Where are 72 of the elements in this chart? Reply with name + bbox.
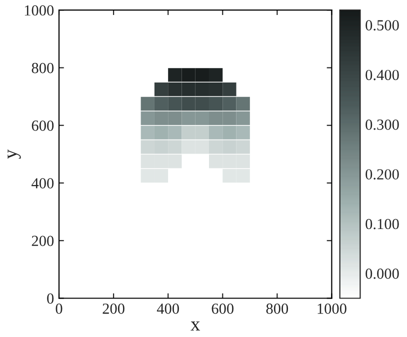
point bbox=[154, 126, 168, 140]
y-tick-label: 800 bbox=[32, 62, 54, 74]
color-bar-label: 0.000 bbox=[366, 268, 399, 279]
point bbox=[140, 140, 154, 154]
point bbox=[208, 140, 223, 154]
point bbox=[236, 168, 250, 183]
point bbox=[154, 96, 168, 111]
point bbox=[222, 111, 236, 125]
point bbox=[195, 96, 209, 111]
color-bar-label: 0.300 bbox=[366, 120, 399, 130]
point bbox=[140, 96, 154, 111]
point bbox=[195, 126, 209, 140]
point bbox=[140, 168, 154, 183]
y-tick-label: 200 bbox=[32, 236, 54, 246]
point bbox=[168, 154, 182, 168]
point bbox=[154, 154, 168, 168]
point bbox=[182, 111, 196, 125]
point bbox=[182, 126, 196, 140]
point bbox=[236, 126, 250, 140]
x-tick-label: 400 bbox=[156, 304, 179, 314]
point bbox=[208, 154, 223, 168]
point bbox=[208, 82, 223, 96]
point bbox=[236, 111, 250, 125]
point bbox=[236, 154, 250, 168]
x-tick-label: 600 bbox=[212, 304, 234, 314]
point bbox=[222, 96, 236, 111]
point bbox=[208, 96, 223, 111]
point bbox=[168, 126, 182, 140]
point bbox=[195, 140, 209, 154]
point bbox=[222, 126, 236, 140]
point bbox=[208, 111, 223, 125]
x-tick-label: 200 bbox=[102, 304, 124, 314]
x-axis-title: x bbox=[190, 322, 200, 330]
point bbox=[208, 68, 223, 82]
y-tick-label: 1000 bbox=[24, 5, 54, 16]
y-tick-label: 400 bbox=[32, 178, 54, 188]
point bbox=[140, 126, 154, 140]
point bbox=[195, 68, 209, 82]
point bbox=[140, 111, 154, 125]
point bbox=[236, 140, 250, 154]
point bbox=[168, 82, 182, 96]
color-bar-label: 0.500 bbox=[366, 20, 399, 31]
point bbox=[236, 96, 250, 111]
point bbox=[195, 111, 209, 125]
color-bar-label: 0.400 bbox=[366, 70, 399, 80]
point bbox=[182, 68, 196, 82]
point bbox=[168, 111, 182, 125]
point bbox=[222, 140, 236, 154]
color-bar-label: 0.100 bbox=[366, 218, 399, 230]
point bbox=[222, 168, 236, 183]
point bbox=[168, 140, 182, 154]
point bbox=[182, 82, 196, 96]
y-axis-title: y bbox=[8, 149, 21, 159]
point bbox=[154, 140, 168, 154]
point bbox=[222, 154, 236, 168]
point bbox=[154, 168, 168, 183]
x-tick-label: 1000 bbox=[318, 304, 346, 314]
color-bar-label: 0.200 bbox=[366, 169, 399, 180]
point bbox=[182, 140, 196, 154]
point bbox=[140, 154, 154, 168]
point bbox=[208, 126, 223, 140]
point bbox=[222, 82, 236, 96]
x-tick-label: 0 bbox=[56, 304, 62, 314]
point bbox=[168, 68, 182, 82]
x-tick-label: 800 bbox=[266, 304, 288, 314]
point bbox=[154, 111, 168, 125]
point bbox=[168, 96, 182, 111]
point bbox=[195, 82, 209, 96]
y-tick-label: 0 bbox=[47, 293, 54, 304]
y-tick-label: 600 bbox=[32, 120, 54, 131]
point bbox=[154, 82, 168, 96]
point bbox=[182, 96, 196, 111]
